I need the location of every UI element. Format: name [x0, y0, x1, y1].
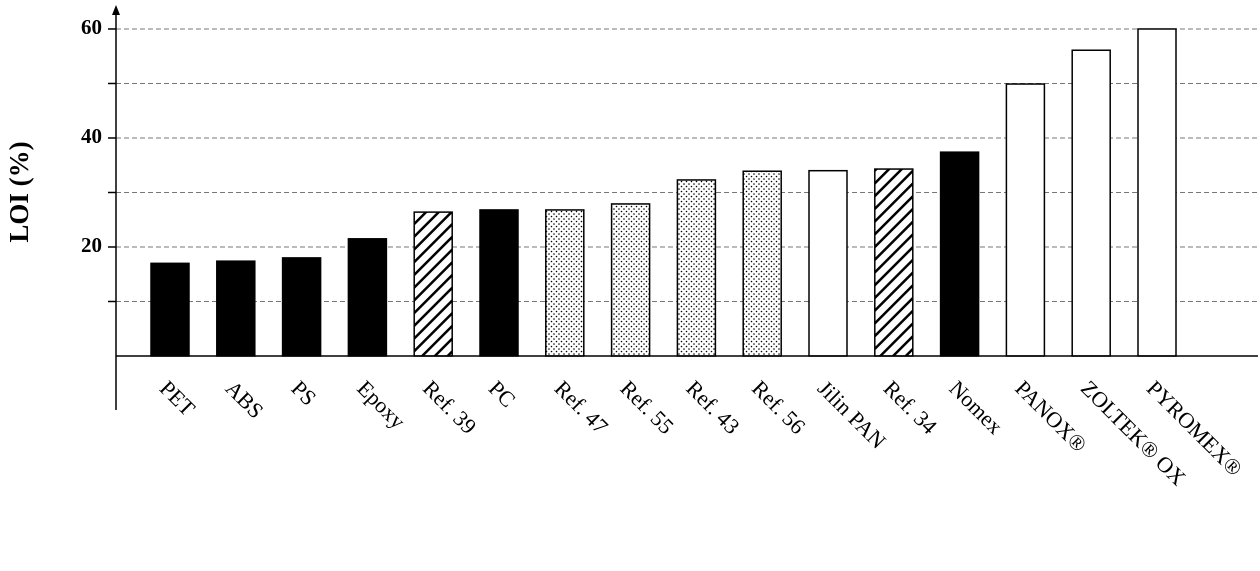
y-axis-label: LOI (%): [4, 141, 34, 242]
x-tick-label: Ref. 55: [615, 375, 678, 438]
bar: [1005, 83, 1046, 357]
x-tick-label: PS: [286, 375, 321, 410]
x-tick-label: Ref. 56: [747, 375, 810, 438]
bar: [676, 179, 717, 357]
x-tick-label: Ref. 34: [879, 375, 942, 438]
x-tick-label: PANOX®: [1010, 375, 1092, 457]
bar: [1137, 28, 1177, 357]
x-tick-label: Jilin PAN: [813, 375, 891, 453]
bar: [808, 169, 848, 357]
bar: [281, 257, 322, 357]
x-tick-label: ABS: [221, 375, 269, 423]
bar: [874, 168, 914, 357]
x-tick-label: Epoxy: [352, 375, 410, 433]
x-tick-label: Ref. 43: [681, 375, 744, 438]
y-tick-label: 20: [81, 233, 102, 257]
x-tick-label: Nomex: [944, 375, 1007, 438]
y-axis-arrow: [112, 5, 120, 15]
y-tick-label: 40: [81, 124, 102, 148]
bar: [347, 238, 388, 357]
bar: [610, 203, 651, 357]
bar: [216, 260, 256, 357]
x-tick-label: Ref. 47: [550, 375, 613, 438]
x-tick-label: Ref. 39: [418, 375, 481, 438]
x-tick-label: PC: [484, 375, 521, 412]
bar: [939, 151, 980, 357]
bar: [742, 170, 782, 357]
bar: [1071, 49, 1111, 357]
y-tick-label: 60: [81, 15, 102, 39]
bar: [150, 262, 190, 357]
bar: [413, 211, 453, 357]
bar: [545, 209, 585, 357]
bar: [479, 209, 519, 357]
x-tick-label: PET: [155, 375, 201, 421]
